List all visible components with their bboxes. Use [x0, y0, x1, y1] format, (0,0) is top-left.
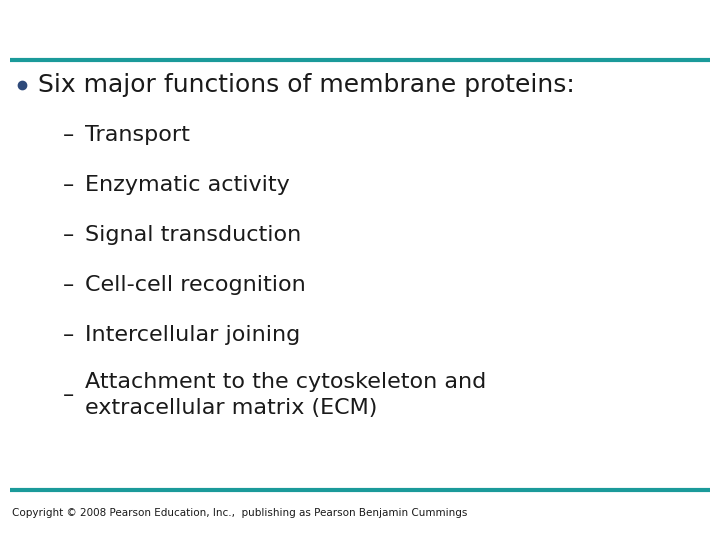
- Text: –: –: [63, 175, 73, 195]
- Text: –: –: [63, 225, 73, 245]
- Text: –: –: [63, 125, 73, 145]
- Text: –: –: [63, 275, 73, 295]
- Text: Copyright © 2008 Pearson Education, Inc.,  publishing as Pearson Benjamin Cummin: Copyright © 2008 Pearson Education, Inc.…: [12, 508, 467, 518]
- Text: –: –: [63, 325, 73, 345]
- Text: Transport: Transport: [85, 125, 190, 145]
- Text: Attachment to the cytoskeleton and
extracellular matrix (ECM): Attachment to the cytoskeleton and extra…: [85, 372, 486, 418]
- Text: Cell-cell recognition: Cell-cell recognition: [85, 275, 306, 295]
- Text: Signal transduction: Signal transduction: [85, 225, 301, 245]
- Text: Six major functions of membrane proteins:: Six major functions of membrane proteins…: [38, 73, 575, 97]
- Text: –: –: [63, 385, 73, 405]
- Text: Intercellular joining: Intercellular joining: [85, 325, 300, 345]
- Text: Enzymatic activity: Enzymatic activity: [85, 175, 289, 195]
